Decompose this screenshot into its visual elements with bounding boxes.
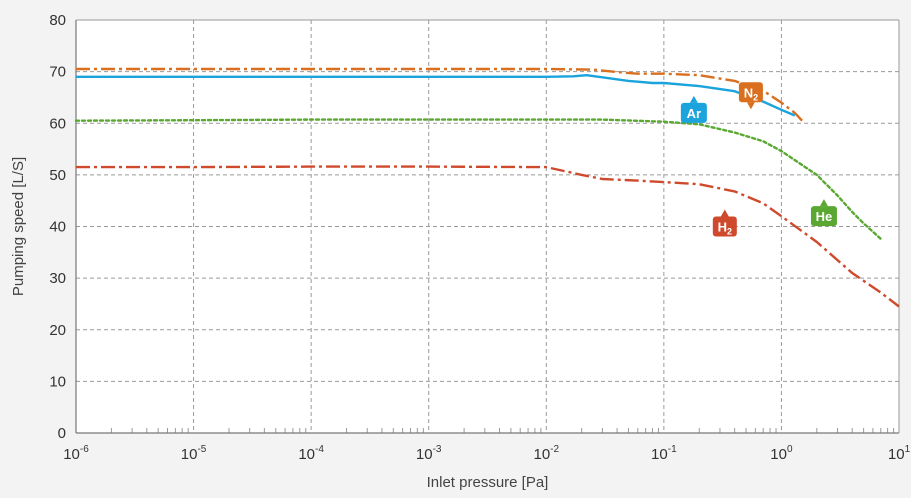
series-line-he [74, 118, 882, 241]
x-tick-label: 100 [770, 444, 793, 463]
y-axis-title: Pumping speed [L/S] [10, 157, 27, 296]
series-label-main: Ar [687, 106, 701, 121]
y-tick-label: 10 [49, 373, 66, 390]
x-tick-exponent: -2 [550, 444, 559, 455]
x-tick-exponent: -3 [433, 444, 442, 455]
x-tick-label: 10-4 [298, 444, 324, 463]
series-label-main: He [816, 209, 833, 224]
x-tick-base: 10 [533, 446, 550, 463]
x-tick-label: 10-2 [533, 444, 559, 463]
x-tick-exponent: 1 [905, 444, 911, 455]
x-tick-base: 10 [888, 446, 905, 463]
x-tick-exponent: -1 [668, 444, 677, 455]
series-label-subscript: 2 [753, 92, 758, 102]
series-label-text: H2 [718, 220, 732, 237]
series-label-badge [810, 206, 837, 227]
minor-ticks [110, 428, 895, 433]
series-label-pointer [819, 199, 828, 207]
x-tick-exponent: -4 [315, 444, 324, 455]
y-tick-label: 40 [49, 219, 66, 236]
series-line-n2 [76, 67, 803, 122]
y-tick-label: 0 [58, 425, 66, 442]
series-label-text: N2 [744, 85, 758, 102]
x-tick-base: 10 [298, 446, 315, 463]
series-label-ar: Ar [680, 95, 707, 123]
x-tick-label: 101 [888, 444, 911, 463]
y-tick-label: 30 [49, 270, 66, 287]
series-label-pointer [746, 102, 755, 110]
series-label-text: Ar [687, 106, 701, 121]
series-label-subscript: 2 [727, 227, 732, 237]
x-tick-label: 10-3 [416, 444, 442, 463]
series-label-pointer [689, 95, 698, 103]
series-line-h2 [76, 165, 900, 308]
series-label-badge [738, 82, 763, 103]
series-label-badge [712, 216, 737, 237]
x-tick-base: 10 [63, 446, 80, 463]
x-tick-label: 10-6 [63, 444, 89, 463]
y-tick-label: 50 [49, 167, 66, 184]
series-label-text: He [816, 209, 833, 224]
x-axis-title: Inlet pressure [Pa] [427, 474, 549, 491]
y-tick-label: 60 [49, 115, 66, 132]
series-label-n2: N2 [738, 82, 763, 110]
series-label-main: H [718, 220, 727, 235]
x-tick-exponent: 0 [787, 444, 793, 455]
series-label-badge [680, 102, 707, 123]
y-tick-label: 20 [49, 322, 66, 339]
x-tick-exponent: -5 [197, 444, 206, 455]
x-tick-base: 10 [181, 446, 198, 463]
series-label-pointer [720, 209, 729, 217]
x-tick-label: 10-1 [651, 444, 677, 463]
grid-layer [76, 20, 899, 433]
y-tick-label: 70 [49, 64, 66, 81]
series-label-main: N [744, 85, 753, 100]
plot-background [76, 20, 899, 433]
series-label-he: He [810, 199, 837, 227]
y-tick-label: 80 [49, 12, 66, 29]
x-tick-exponent: -6 [80, 444, 89, 455]
x-tick-base: 10 [416, 446, 433, 463]
x-tick-base: 10 [770, 446, 787, 463]
x-tick-label: 10-5 [181, 444, 207, 463]
series-label-h2: H2 [712, 209, 737, 237]
x-tick-base: 10 [651, 446, 668, 463]
